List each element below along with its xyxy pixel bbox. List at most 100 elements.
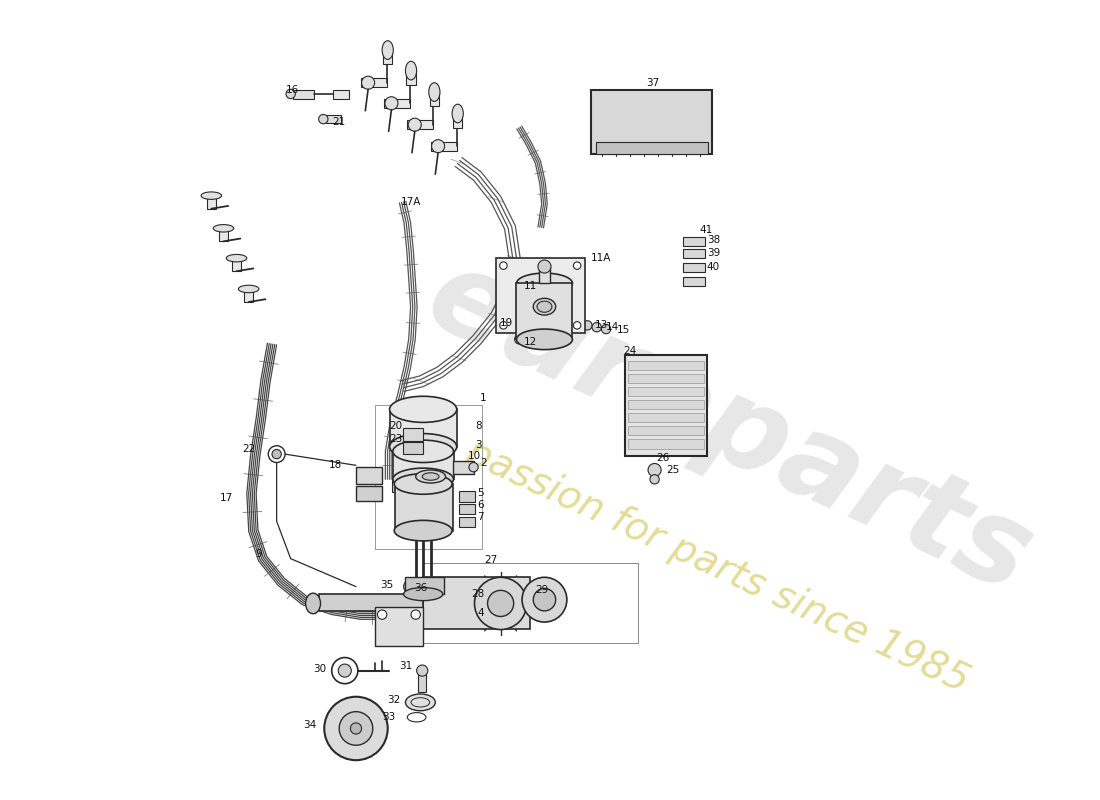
Ellipse shape <box>517 329 572 350</box>
Text: 30: 30 <box>314 664 326 674</box>
Bar <box>394 451 454 479</box>
Circle shape <box>522 578 566 622</box>
Bar <box>392 602 395 615</box>
Bar <box>389 410 456 446</box>
Text: 21: 21 <box>332 117 345 127</box>
Bar <box>430 142 456 151</box>
Bar <box>382 602 386 615</box>
Text: 36: 36 <box>414 583 427 594</box>
Bar <box>405 578 443 594</box>
Ellipse shape <box>416 470 446 483</box>
Ellipse shape <box>406 62 417 80</box>
Circle shape <box>592 322 602 332</box>
Bar <box>627 374 704 383</box>
Bar <box>356 467 382 484</box>
Bar <box>375 607 424 646</box>
Bar <box>512 322 521 329</box>
Bar <box>403 428 424 441</box>
Ellipse shape <box>393 440 453 462</box>
Ellipse shape <box>239 286 258 293</box>
Ellipse shape <box>394 520 452 541</box>
Text: 39: 39 <box>707 249 721 258</box>
Circle shape <box>534 589 556 611</box>
Text: 34: 34 <box>304 720 317 730</box>
Circle shape <box>515 334 524 344</box>
Text: 1: 1 <box>480 393 486 403</box>
Circle shape <box>419 584 430 595</box>
Text: 11: 11 <box>524 281 537 291</box>
Bar <box>683 277 705 286</box>
Text: 27: 27 <box>485 555 498 566</box>
Text: 11A: 11A <box>591 253 612 263</box>
Text: 9: 9 <box>255 549 262 559</box>
Text: 19: 19 <box>499 318 513 329</box>
Bar <box>332 90 350 98</box>
Bar <box>517 283 572 339</box>
Bar <box>683 263 705 272</box>
Ellipse shape <box>534 298 556 315</box>
Ellipse shape <box>406 694 436 710</box>
Bar <box>424 563 638 642</box>
Ellipse shape <box>306 593 320 614</box>
Ellipse shape <box>469 462 478 472</box>
Ellipse shape <box>213 225 233 232</box>
Circle shape <box>573 322 581 329</box>
Text: 26: 26 <box>657 453 670 463</box>
Ellipse shape <box>431 140 444 153</box>
Text: 25: 25 <box>666 465 679 475</box>
Bar <box>294 90 313 98</box>
Circle shape <box>487 590 514 617</box>
Text: 13: 13 <box>595 320 608 330</box>
Ellipse shape <box>389 434 456 460</box>
Bar <box>244 289 253 302</box>
Text: 3: 3 <box>475 440 482 450</box>
Circle shape <box>573 262 581 270</box>
Text: 33: 33 <box>382 712 395 722</box>
Bar <box>406 602 409 615</box>
Text: 12: 12 <box>524 337 537 347</box>
Bar <box>418 669 426 692</box>
Ellipse shape <box>452 104 463 123</box>
Circle shape <box>411 610 420 619</box>
Ellipse shape <box>438 606 455 614</box>
Circle shape <box>286 90 295 98</box>
Text: 16: 16 <box>286 86 299 95</box>
Text: 23: 23 <box>389 434 403 444</box>
Bar <box>219 228 228 242</box>
Text: 7: 7 <box>477 512 484 522</box>
Text: 5: 5 <box>477 488 484 498</box>
Bar <box>496 258 584 333</box>
Bar <box>627 387 704 396</box>
Bar <box>424 578 530 629</box>
Bar <box>407 120 433 130</box>
Bar <box>396 602 399 615</box>
Circle shape <box>404 580 417 593</box>
Text: 8: 8 <box>475 421 482 431</box>
Text: 32: 32 <box>387 695 400 706</box>
Text: 14: 14 <box>606 322 619 332</box>
Text: 18: 18 <box>329 460 342 470</box>
Text: 24: 24 <box>623 346 636 357</box>
Ellipse shape <box>422 473 439 480</box>
Text: 20: 20 <box>389 421 403 431</box>
Bar <box>387 602 390 615</box>
Text: 40: 40 <box>707 262 721 273</box>
Ellipse shape <box>393 468 453 490</box>
Bar <box>625 355 707 456</box>
Ellipse shape <box>382 41 394 59</box>
Text: 31: 31 <box>398 661 412 671</box>
Bar <box>627 426 704 435</box>
Circle shape <box>602 325 610 334</box>
Bar <box>627 400 704 410</box>
Bar <box>459 491 475 502</box>
Circle shape <box>650 474 659 484</box>
Bar <box>384 98 410 108</box>
Bar <box>403 442 424 454</box>
Text: 2: 2 <box>480 458 486 469</box>
Text: 38: 38 <box>707 234 721 245</box>
Text: 6: 6 <box>477 499 484 510</box>
Circle shape <box>272 450 282 458</box>
Text: 15: 15 <box>617 325 630 335</box>
Ellipse shape <box>362 76 375 90</box>
Circle shape <box>338 664 351 677</box>
